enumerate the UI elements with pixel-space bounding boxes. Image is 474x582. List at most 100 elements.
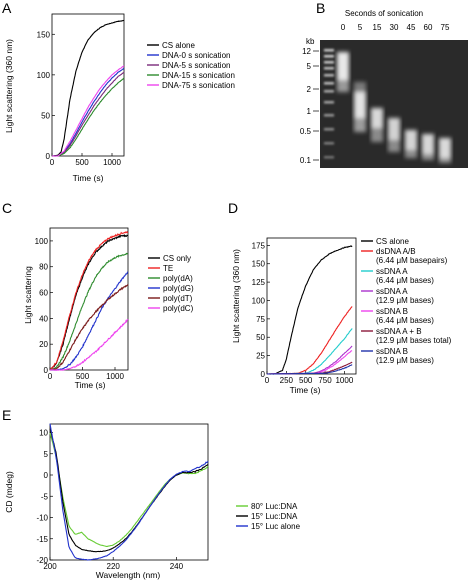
- y-tick-label: 80: [39, 263, 48, 272]
- legend-label-0: CS only: [163, 254, 191, 263]
- panel-letter-c: C: [2, 200, 12, 216]
- panel-a: A 0 500 1000 0 50 100 150 Time (s) Light scatt…: [2, 0, 235, 183]
- panel-letter-d: D: [228, 200, 238, 216]
- y-axis-label-a: Light scattering (360 nm): [4, 39, 14, 133]
- series-line-0: [51, 19, 125, 157]
- legend-label-6: ssDNA B: [376, 347, 408, 356]
- plot-a: 0 500 1000 0 50 100 150: [37, 13, 125, 167]
- y-tick-label: 100: [35, 237, 49, 246]
- panel-c: C 0 500 1000 0 20 40 60 80 100 Time (s) Light sc…: [2, 200, 194, 390]
- x-tick-label: 0: [48, 372, 53, 381]
- legend-label-0: CS alone: [376, 237, 409, 246]
- plot-frame: [51, 13, 125, 157]
- panel-e: E 200 220 240 -20 -15 -10 -5 0 5 10 Wavelength (n…: [2, 407, 301, 580]
- legend-label-4: ssDNA B: [376, 307, 408, 316]
- series-line-4: [49, 284, 129, 371]
- x-tick-label: 220: [107, 562, 121, 571]
- legend-label-2: poly(dA): [163, 274, 193, 283]
- legend-sublabel-6: (12.9 μM bases): [376, 356, 434, 365]
- legend-label-5: ssDNA A + B: [376, 327, 422, 336]
- legend-sublabel-1: (6.44 μM basepairs): [376, 256, 448, 265]
- plot-frame: [49, 423, 209, 561]
- y-tick-label: 100: [252, 296, 266, 305]
- y-tick-label: -15: [36, 535, 48, 544]
- y-tick-label: 175: [252, 241, 266, 250]
- legend-label-0: 80° Luc:DNA: [251, 502, 298, 511]
- gel-marker-label: 0.1: [300, 156, 312, 165]
- legend-label-3: DNA-15 s sonication: [162, 71, 235, 80]
- gel-lane-60: [422, 134, 434, 160]
- x-tick-label: 750: [318, 376, 332, 385]
- x-tick-label: 200: [43, 562, 57, 571]
- gel-lane-0: [337, 52, 349, 92]
- plot-frame: [266, 237, 357, 375]
- y-tick-label: 60: [39, 289, 48, 298]
- y-tick-label: 0: [261, 370, 266, 379]
- x-tick-label: 500: [76, 372, 90, 381]
- series-line-1: [49, 230, 129, 371]
- series-line-0: [49, 233, 129, 371]
- y-tick-label: 5: [44, 450, 49, 459]
- legend-label-4: DNA-75 s sonication: [162, 81, 235, 90]
- gel-lane-labels: 0 5 15 30 45 60 75: [341, 23, 450, 32]
- y-tick-label: 150: [37, 30, 51, 39]
- panel-b: B Seconds of sonication kb 0 5 15 30 45 60 75 …: [300, 0, 468, 168]
- panel-letter-e: E: [2, 407, 11, 423]
- y-tick-label: 100: [37, 71, 51, 80]
- gel-lane-label: 0: [341, 23, 346, 32]
- y-tick-label: -5: [41, 492, 49, 501]
- legend-label-1: 15° Luc:DNA: [251, 512, 298, 521]
- y-tick-label: 0: [46, 152, 51, 161]
- legend-label-3: poly(dG): [163, 284, 194, 293]
- panel-letter-a: A: [2, 0, 12, 16]
- gel-title: Seconds of sonication: [345, 9, 423, 18]
- series-line-4: [51, 65, 125, 157]
- y-tick-label: 0: [44, 471, 49, 480]
- gel-lane-15: [371, 108, 383, 142]
- legend-label-1: DNA-0 s sonication: [162, 51, 230, 60]
- x-axis-label-a: Time (s): [73, 173, 104, 183]
- gel-lane-label: 45: [407, 23, 416, 32]
- x-tick-label: 1000: [103, 158, 121, 167]
- legend-label-2: ssDNA A: [376, 267, 408, 276]
- legend-label-4: poly(dT): [163, 294, 193, 303]
- y-tick-label: 125: [252, 278, 266, 287]
- plot-frame: [49, 227, 129, 371]
- x-tick-label: 1000: [335, 376, 353, 385]
- x-tick-label: 250: [280, 376, 294, 385]
- x-tick-label: 240: [170, 562, 184, 571]
- gel-marker-label: 12: [302, 47, 311, 56]
- x-axis-label-e: Wavelength (nm): [96, 570, 161, 580]
- plot-e: 200 220 240 -20 -15 -10 -5 0 5 10: [36, 423, 209, 571]
- gel-lane-30: [388, 118, 400, 152]
- panel-letter-b: B: [316, 0, 325, 16]
- y-axis-label-c: Light scattering: [23, 266, 33, 324]
- gel-lane-5: [354, 82, 366, 132]
- x-axis-label-d: Time (s): [290, 385, 321, 395]
- gel-size-markers: 12 5 2 1 0.5 0.1: [300, 47, 319, 165]
- panel-d: D 0 250 500 750 1000 0 25 50 75 100 125 150 175 Time…: [228, 200, 452, 395]
- ladder-lane: [324, 49, 334, 159]
- y-tick-label: 150: [252, 260, 266, 269]
- plot-c: 0 500 1000 0 20 40 60 80 100: [35, 227, 129, 381]
- gel-lane-label: 30: [390, 23, 399, 32]
- legend-label-3: ssDNA A: [376, 287, 408, 296]
- y-axis-label-e: CD (mdeg): [4, 471, 14, 513]
- gel-lane-label: 15: [373, 23, 382, 32]
- gel-lane-label: 60: [424, 23, 433, 32]
- legend-label-1: TE: [163, 264, 173, 273]
- x-axis-label-c: Time (s): [75, 380, 106, 390]
- legend-label-2: 15° Luc alone: [251, 522, 301, 531]
- series-line-4: [266, 350, 353, 375]
- y-tick-label: 75: [256, 315, 265, 324]
- plot-d: 0 250 500 750 1000 0 25 50 75 100 125 150 175: [252, 237, 357, 385]
- y-tick-label: -10: [36, 514, 48, 523]
- x-tick-label: 0: [265, 376, 270, 385]
- legend-sublabel-2: (6.44 μM bases): [376, 276, 434, 285]
- series-line-5: [49, 318, 129, 371]
- series-line-1: [267, 306, 353, 375]
- y-tick-label: 40: [39, 314, 48, 323]
- y-tick-label: 20: [39, 340, 48, 349]
